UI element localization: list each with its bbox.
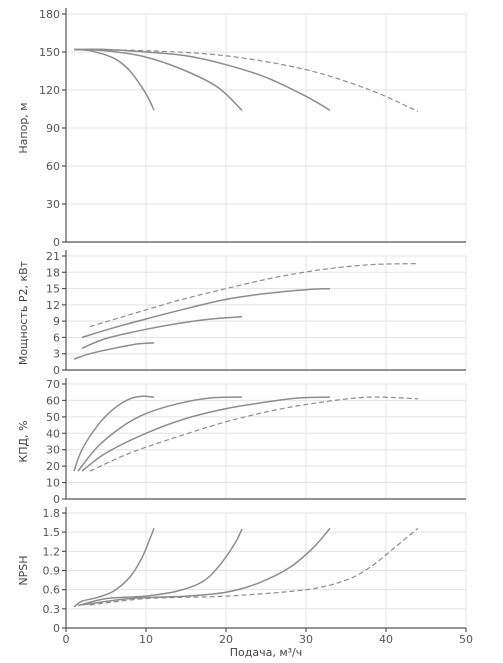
y-axis-label: Напор, м <box>17 102 30 153</box>
y-tick-label: 0 <box>53 622 60 635</box>
y-tick-label: 180 <box>39 8 60 21</box>
y-tick-label: 1.2 <box>43 545 61 558</box>
y-tick-label: 30 <box>46 198 60 211</box>
y-tick-label: 40 <box>46 427 60 440</box>
power-curve-1 <box>73 342 155 360</box>
y-tick-label: 60 <box>46 394 60 407</box>
y-tick-label: 15 <box>46 283 60 296</box>
npsh-curve-4 <box>89 527 419 606</box>
y-tick-label: 30 <box>46 444 60 457</box>
y-tick-label: 60 <box>46 160 60 173</box>
efficiency-curve-3 <box>81 396 331 472</box>
y-tick-label: 0 <box>53 493 60 506</box>
x-axis-label: Подача, м³/ч <box>230 646 303 659</box>
y-tick-label: 120 <box>39 84 60 97</box>
x-tick-label: 0 <box>63 633 70 646</box>
y-axis-label: Мощность P2, кВт <box>17 260 30 365</box>
x-axis: 0 10 20 30 40 50 Подача, м³/ч <box>63 628 473 659</box>
y-tick-label: 21 <box>46 250 60 263</box>
power-curve-3 <box>81 287 331 339</box>
y-tick-label: 70 <box>46 378 60 391</box>
y-tick-label: 3 <box>53 348 60 361</box>
power-panel: 0 3 6 9 12 15 18 21 Мощность P2, кВт <box>17 250 467 377</box>
x-tick-label: 40 <box>379 633 393 646</box>
head-curve-2 <box>73 48 243 111</box>
y-tick-label: 20 <box>46 460 60 473</box>
y-tick-label: 18 <box>46 266 60 279</box>
npsh-panel: 0 0.3 0.6 0.9 1.2 1.5 1.8 NPSH <box>17 507 467 635</box>
efficiency-curve-2 <box>77 396 243 472</box>
efficiency-panel: 0 10 20 30 40 50 60 70 КПД, % <box>17 378 467 506</box>
y-tick-label: 6 <box>53 331 60 344</box>
efficiency-curve-1 <box>73 395 155 472</box>
head-curve-3 <box>73 48 331 111</box>
y-axis-label: NPSH <box>17 555 30 585</box>
head-curve-1 <box>73 48 155 111</box>
y-tick-label: 0 <box>53 364 60 377</box>
y-tick-label: 1.8 <box>43 507 61 520</box>
x-tick-label: 30 <box>299 633 313 646</box>
y-tick-label: 1.5 <box>43 526 61 539</box>
y-axis-label: КПД, % <box>17 420 30 462</box>
y-tick-label: 50 <box>46 411 60 424</box>
panels-layer: 0 30 60 90 120 150 180 Напор, м 0 3 6 9 12 15 18 21 Мощн… <box>17 8 467 635</box>
npsh-curve-3 <box>81 527 331 606</box>
y-tick-label: 0.9 <box>43 565 61 578</box>
x-tick-label: 50 <box>459 633 473 646</box>
efficiency-curve-4 <box>89 396 419 472</box>
y-tick-label: 90 <box>46 122 60 135</box>
y-tick-label: 150 <box>39 46 60 59</box>
y-tick-label: 0 <box>53 236 60 249</box>
npsh-curve-1 <box>73 528 155 608</box>
power-curve-2 <box>81 316 243 349</box>
power-curve-4 <box>89 263 419 328</box>
y-tick-label: 0.3 <box>43 603 61 616</box>
y-tick-label: 10 <box>46 477 60 490</box>
x-tick-label: 20 <box>219 633 233 646</box>
y-tick-label: 9 <box>53 315 60 328</box>
head-curve-4 <box>73 48 419 113</box>
y-tick-label: 12 <box>46 299 60 312</box>
head-panel: 0 30 60 90 120 150 180 Напор, м <box>17 8 467 249</box>
x-tick-label: 10 <box>139 633 153 646</box>
y-tick-label: 0.6 <box>43 584 61 597</box>
npsh-curve-2 <box>77 528 243 607</box>
